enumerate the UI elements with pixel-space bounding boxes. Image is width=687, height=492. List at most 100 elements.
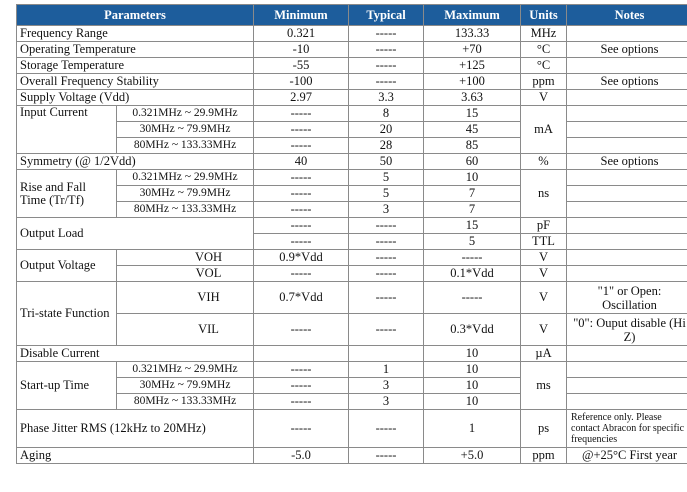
max-cell: 1 [423,409,521,448]
typ-cell: 3 [348,393,424,410]
unit-cell: pF [520,217,567,234]
range-cell: 30MHz ~ 79.9MHz [116,121,254,138]
min-cell: ----- [253,313,349,346]
max-cell: 5 [423,233,521,250]
max-cell: 10 [423,377,521,394]
row-frequency-stability: Overall Frequency Stability -100 ----- +… [16,73,687,90]
range-cell: 80MHz ~ 133.33MHz [116,393,254,410]
unit-cell: mA [520,105,567,154]
param-cell: Start-up Time [16,361,117,410]
spec-table: Parameters Minimum Typical Maximum Units… [16,4,687,464]
max-cell: +70 [423,41,521,58]
row-output-load: Output Load ----- ----- 15 pF [16,217,687,250]
note-cell [566,57,687,74]
param-cell: Symmetry (@ 1/2Vdd) [16,153,254,170]
range-cell: 0.321MHz ~ 29.9MHz [116,169,254,186]
typ-cell: ----- [348,25,424,42]
min-cell: ----- [253,361,349,378]
min-cell: ----- [253,409,349,448]
note-cell [566,249,687,266]
header-minimum: Minimum [253,4,349,26]
unit-cell: V [520,89,567,106]
note-cell [566,25,687,42]
param-cell: Output Load [16,217,254,250]
typ-cell: 3 [348,377,424,394]
note-cell: See options [566,73,687,90]
max-cell: 10 [423,393,521,410]
note-cell [566,217,687,234]
row-frequency-range: Frequency Range 0.321 ----- 133.33 MHz [16,25,687,42]
note-cell: See options [566,41,687,58]
typ-cell: ----- [348,57,424,74]
symbol-cell: VOL [116,265,254,282]
unit-cell: V [520,281,567,314]
note-cell [566,361,687,378]
max-cell: 7 [423,201,521,218]
row-rise-fall: 80MHz ~ 133.33MHz ----- 3 7 [17,201,687,218]
row-output-voltage: Output Voltage VOH 0.9*Vdd ----- ----- V [16,249,687,282]
header-row: Parameters Minimum Typical Maximum Units… [16,4,687,26]
min-cell: -10 [253,41,349,58]
row-startup-time: 30MHz ~ 79.9MHz ----- 3 10 [17,377,687,394]
unit-cell: V [520,249,567,266]
row-aging: Aging -5.0 ----- +5.0 ppm @+25°C First y… [16,447,687,464]
unit-cell: % [520,153,567,170]
typ-cell: ----- [348,217,424,234]
header-notes: Notes [566,4,687,26]
typ-cell: 8 [348,105,424,122]
max-cell: ----- [423,281,521,314]
min-cell: 2.97 [253,89,349,106]
max-cell: 10 [423,361,521,378]
row-rise-fall: Rise and Fall Time (Tr/Tf) 0.321MHz ~ 29… [16,169,687,218]
max-cell: 15 [423,217,521,234]
typ-cell: 5 [348,169,424,186]
max-cell: 10 [423,345,521,362]
row-input-current: 30MHz ~ 79.9MHz ----- 20 45 [17,121,687,138]
unit-cell: °C [520,41,567,58]
unit-cell: °C [520,57,567,74]
typ-cell: ----- [348,313,424,346]
range-cell: 80MHz ~ 133.33MHz [116,201,254,218]
typ-cell: ----- [348,409,424,448]
header-parameters: Parameters [16,4,254,26]
unit-cell: ppm [520,447,567,464]
header-maximum: Maximum [423,4,521,26]
note-cell [566,105,687,122]
unit-cell: µA [520,345,567,362]
max-cell: +100 [423,73,521,90]
range-cell: 30MHz ~ 79.9MHz [116,185,254,202]
min-cell: ----- [253,201,349,218]
header-typical: Typical [348,4,424,26]
note-cell: "1" or Open: Oscillation [566,281,687,314]
param-cell: Frequency Range [16,25,254,42]
unit-cell: ns [520,169,567,218]
note-cell [566,201,687,218]
min-cell: -55 [253,57,349,74]
note-cell [566,137,687,154]
max-cell: 45 [423,121,521,138]
max-cell: 0.1*Vdd [423,265,521,282]
unit-cell: V [520,313,567,346]
param-cell: Supply Voltage (Vdd) [16,89,254,106]
row-startup-time: 80MHz ~ 133.33MHz ----- 3 10 [17,393,687,410]
row-startup-time: Start-up Time 0.321MHz ~ 29.9MHz ----- 1… [16,361,687,410]
max-cell: 60 [423,153,521,170]
min-cell: 0.321 [253,25,349,42]
note-cell: See options [566,153,687,170]
max-cell: 85 [423,137,521,154]
typ-cell: ----- [348,447,424,464]
param-line-2: Time (Tr/Tf) [20,192,85,207]
max-cell: +125 [423,57,521,74]
unit-cell: ms [520,361,567,410]
typ-cell: 3.3 [348,89,424,106]
max-cell: 10 [423,169,521,186]
row-tristate: Tri-state Function VIH 0.7*Vdd ----- ---… [16,281,687,346]
typ-cell: ----- [348,281,424,314]
unit-cell: ppm [520,73,567,90]
typ-cell [348,345,424,362]
min-cell: ----- [253,377,349,394]
typ-cell: ----- [348,73,424,90]
max-cell: 7 [423,185,521,202]
spec-table-container: Parameters Minimum Typical Maximum Units… [16,4,687,464]
row-phase-jitter: Phase Jitter RMS (12kHz to 20MHz) ----- … [16,409,687,448]
